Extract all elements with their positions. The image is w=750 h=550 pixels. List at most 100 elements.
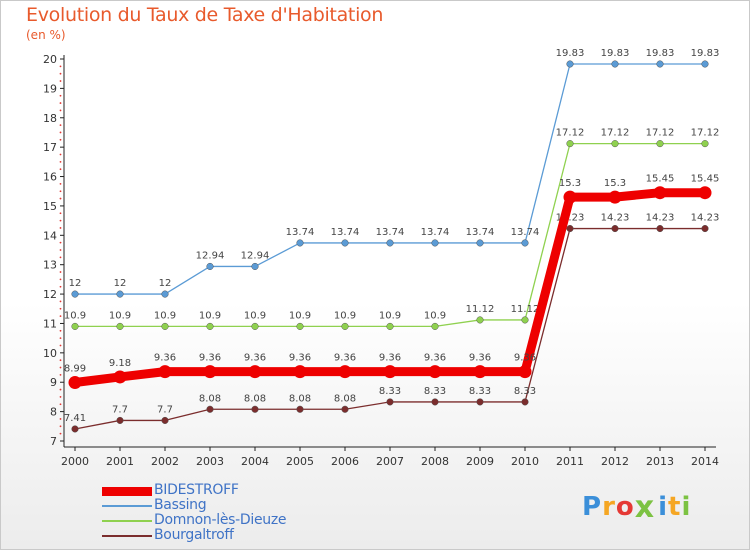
data-point — [431, 322, 439, 330]
x-tick-label: 2010 — [511, 455, 539, 468]
data-point — [161, 416, 169, 424]
data-point — [518, 365, 532, 379]
y-minor-tick — [59, 138, 62, 141]
y-minor-tick — [59, 190, 62, 193]
y-minor-tick — [59, 227, 62, 229]
data-label: 8.99 — [64, 364, 86, 375]
data-label: 8.33 — [424, 386, 446, 397]
y-minor-tick — [59, 300, 62, 303]
data-point — [113, 370, 127, 384]
y-minor-tick — [59, 329, 62, 332]
data-label: 17.12 — [556, 128, 585, 139]
data-label: 10.9 — [289, 310, 311, 321]
y-tick-label: 7 — [50, 435, 57, 448]
data-label: 14.23 — [646, 213, 675, 224]
data-point — [296, 322, 304, 330]
data-label: 10.9 — [379, 310, 401, 321]
y-minor-tick — [59, 418, 62, 420]
data-label: 9.36 — [424, 353, 446, 364]
data-label: 7.7 — [157, 404, 173, 415]
y-minor-tick — [59, 182, 62, 185]
data-point — [68, 376, 82, 390]
y-minor-tick — [59, 109, 62, 112]
data-label: 10.9 — [199, 310, 221, 321]
y-minor-tick — [59, 72, 62, 75]
y-minor-tick — [59, 249, 62, 251]
data-point — [566, 224, 574, 233]
x-tick-label: 2012 — [601, 455, 629, 468]
y-minor-tick — [59, 80, 62, 82]
data-label: 17.12 — [601, 128, 630, 139]
data-point — [341, 322, 349, 330]
data-label: 19.83 — [556, 48, 585, 59]
data-label: 11.12 — [466, 304, 495, 315]
data-label: 9.36 — [379, 353, 401, 364]
unit-label: (en %) — [26, 28, 66, 42]
data-label: 9.36 — [514, 353, 536, 364]
data-point — [701, 224, 709, 233]
data-label: 8.08 — [244, 393, 266, 404]
data-label: 7.7 — [112, 404, 128, 415]
y-tick-label: 14 — [43, 229, 57, 242]
data-point — [386, 322, 394, 330]
data-point — [563, 190, 577, 204]
data-label: 14.23 — [601, 213, 630, 224]
x-tick-label: 2006 — [331, 455, 359, 468]
data-point — [611, 140, 619, 148]
data-point — [476, 316, 484, 324]
x-tick-label: 2007 — [376, 455, 404, 468]
y-tick-label: 11 — [43, 317, 57, 330]
data-label: 15.3 — [604, 178, 626, 189]
data-label: 15.45 — [646, 174, 675, 185]
data-label: 7.41 — [64, 413, 86, 424]
data-point — [566, 60, 574, 68]
y-minor-tick — [59, 285, 62, 288]
data-point — [161, 290, 169, 298]
y-minor-tick — [59, 102, 62, 104]
y-tick-label: 20 — [43, 53, 57, 66]
y-minor-tick — [59, 197, 62, 200]
data-label: 12.94 — [196, 250, 225, 261]
proxiti-logo: Prox iti — [582, 490, 692, 525]
y-tick-label: 19 — [43, 82, 57, 95]
y-minor-tick — [59, 256, 62, 259]
data-point — [161, 322, 169, 330]
y-tick-label: 10 — [43, 347, 57, 360]
data-point — [701, 140, 709, 148]
data-point — [158, 365, 172, 379]
data-point — [431, 239, 439, 247]
y-minor-tick — [59, 344, 62, 347]
data-label: 10.9 — [244, 310, 266, 321]
y-minor-tick — [59, 212, 62, 215]
data-label: 13.74 — [421, 227, 450, 238]
data-point — [476, 398, 484, 406]
data-label: 14.23 — [556, 213, 585, 224]
data-label: 17.12 — [691, 128, 720, 139]
data-point — [206, 405, 214, 413]
legend-swatch — [102, 486, 152, 496]
y-tick-label: 8 — [50, 406, 57, 419]
y-tick-label: 17 — [43, 141, 57, 154]
x-tick-label: 2003 — [196, 455, 224, 468]
y-minor-tick — [59, 131, 62, 134]
data-label: 8.33 — [379, 386, 401, 397]
x-tick-label: 2000 — [61, 455, 89, 468]
data-point — [341, 239, 349, 247]
y-minor-tick — [59, 124, 62, 127]
data-label: 13.74 — [376, 227, 405, 238]
x-tick-label: 2013 — [646, 455, 674, 468]
data-label: 15.45 — [691, 174, 720, 185]
data-point — [656, 224, 664, 233]
data-point — [296, 405, 304, 413]
data-label: 19.83 — [691, 48, 720, 59]
x-tick-label: 2002 — [151, 455, 179, 468]
x-tick-label: 2004 — [241, 455, 269, 468]
data-label: 8.33 — [514, 386, 536, 397]
data-point — [566, 140, 574, 148]
data-point — [611, 224, 619, 233]
data-label: 9.36 — [244, 353, 266, 364]
x-tick-label: 2011 — [556, 455, 584, 468]
data-point — [71, 425, 79, 433]
data-point — [116, 290, 124, 298]
